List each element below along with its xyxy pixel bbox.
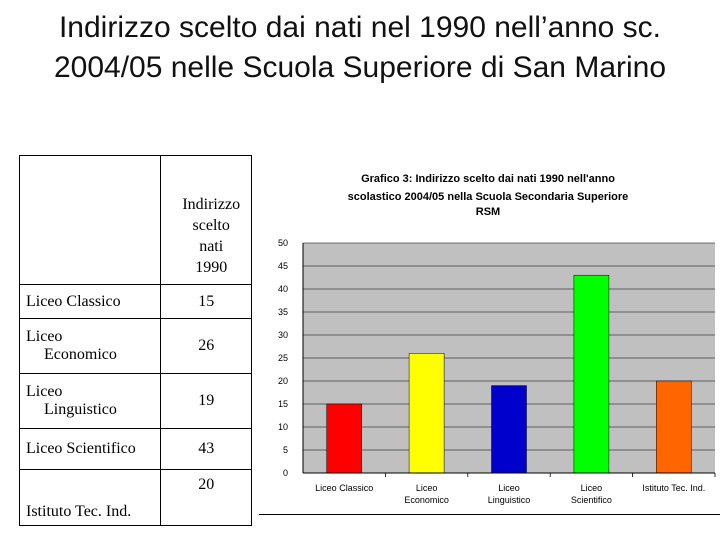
- y-tick-label: 35: [278, 307, 288, 317]
- x-tick-label: Liceo: [498, 483, 520, 493]
- row-label-line: Liceo: [26, 328, 63, 345]
- chart-title-line: scolastico 2004/05 nella Scuola Secondar…: [348, 191, 629, 203]
- table-row-label: Liceo Classico: [18, 284, 162, 319]
- x-tick-label: Liceo: [416, 483, 438, 493]
- x-tick-label: Scientifico: [571, 495, 612, 505]
- x-tick-label: Linguistico: [488, 495, 531, 505]
- y-tick-label: 5: [283, 445, 288, 455]
- chart-title-line: RSM: [476, 206, 500, 218]
- row-label-line: Liceo: [26, 383, 63, 400]
- row-label-line: Economico: [44, 346, 117, 363]
- data-table-body: Indirizzo scelto nati 1990 Liceo Classic…: [18, 155, 252, 526]
- table-header-line: 1990: [195, 259, 228, 276]
- slide-title: Indirizzo scelto dai nati nel 1990 nell’…: [53, 11, 667, 84]
- x-tick-label: Liceo: [581, 483, 603, 493]
- table-row-value: 26: [160, 318, 252, 374]
- row-label-line: Istituto Tec. Ind.: [26, 503, 132, 520]
- row-label-line: Liceo Scientifico: [26, 440, 136, 457]
- table-row-label: Liceo Scientifico: [18, 428, 162, 470]
- y-tick-label: 0: [283, 468, 288, 478]
- bar: [573, 274, 610, 474]
- y-tick-label: 15: [278, 399, 288, 409]
- table-row-value: 15: [160, 284, 252, 319]
- bar-chart: Grafico 3: Indirizzo scelto dai nati 199…: [278, 173, 716, 505]
- y-tick-label: 25: [278, 353, 288, 363]
- table-row: Liceo Economico 26: [18, 318, 252, 374]
- data-table: Indirizzo scelto nati 1990 Liceo Classic…: [18, 155, 252, 526]
- table-header-empty-cell: [18, 155, 162, 285]
- chart-title-line: Grafico 3: Indirizzo scelto dai nati 199…: [361, 173, 615, 185]
- table-header-cell: Indirizzo scelto nati 1990: [160, 155, 252, 285]
- y-tick-label: 10: [278, 422, 288, 432]
- y-tick-label: 20: [278, 376, 288, 386]
- bar: [408, 353, 445, 474]
- y-tick-label: 45: [278, 261, 288, 271]
- table-header-line: nati: [199, 238, 224, 255]
- row-label-line: Linguistico: [44, 401, 117, 418]
- table-row-value: 43: [160, 428, 252, 470]
- y-tick-label: 50: [278, 238, 288, 248]
- y-tick-label: 30: [278, 330, 288, 340]
- table-row-label: Liceo Economico: [18, 318, 162, 374]
- table-row-value: 20: [160, 469, 252, 526]
- chart-frame-bottom-line: [259, 514, 720, 515]
- table-row-label: Liceo Linguistico: [18, 373, 162, 429]
- bar: [326, 403, 362, 474]
- table-row: Istituto Tec. Ind. 20: [18, 469, 252, 526]
- table-row: Liceo Classico 15: [18, 284, 252, 319]
- bar: [656, 380, 692, 474]
- x-tick-label: Liceo Classico: [315, 483, 373, 493]
- table-row-label: Istituto Tec. Ind.: [18, 469, 162, 526]
- table-row: Liceo Linguistico 19: [18, 373, 252, 429]
- table-row-value: 19: [160, 373, 252, 429]
- table-header-line: Indirizzo: [182, 196, 241, 213]
- table-row: Liceo Scientifico 43: [18, 428, 252, 470]
- x-tick-label: Istituto Tec. Ind.: [642, 483, 705, 493]
- table-header-row: Indirizzo scelto nati 1990: [18, 155, 252, 285]
- x-tick-label: Economico: [404, 495, 449, 505]
- bar: [491, 385, 527, 474]
- y-tick-label: 40: [278, 284, 288, 294]
- row-label-line: Liceo Classico: [26, 292, 121, 310]
- table-header-line: scelto: [192, 217, 230, 234]
